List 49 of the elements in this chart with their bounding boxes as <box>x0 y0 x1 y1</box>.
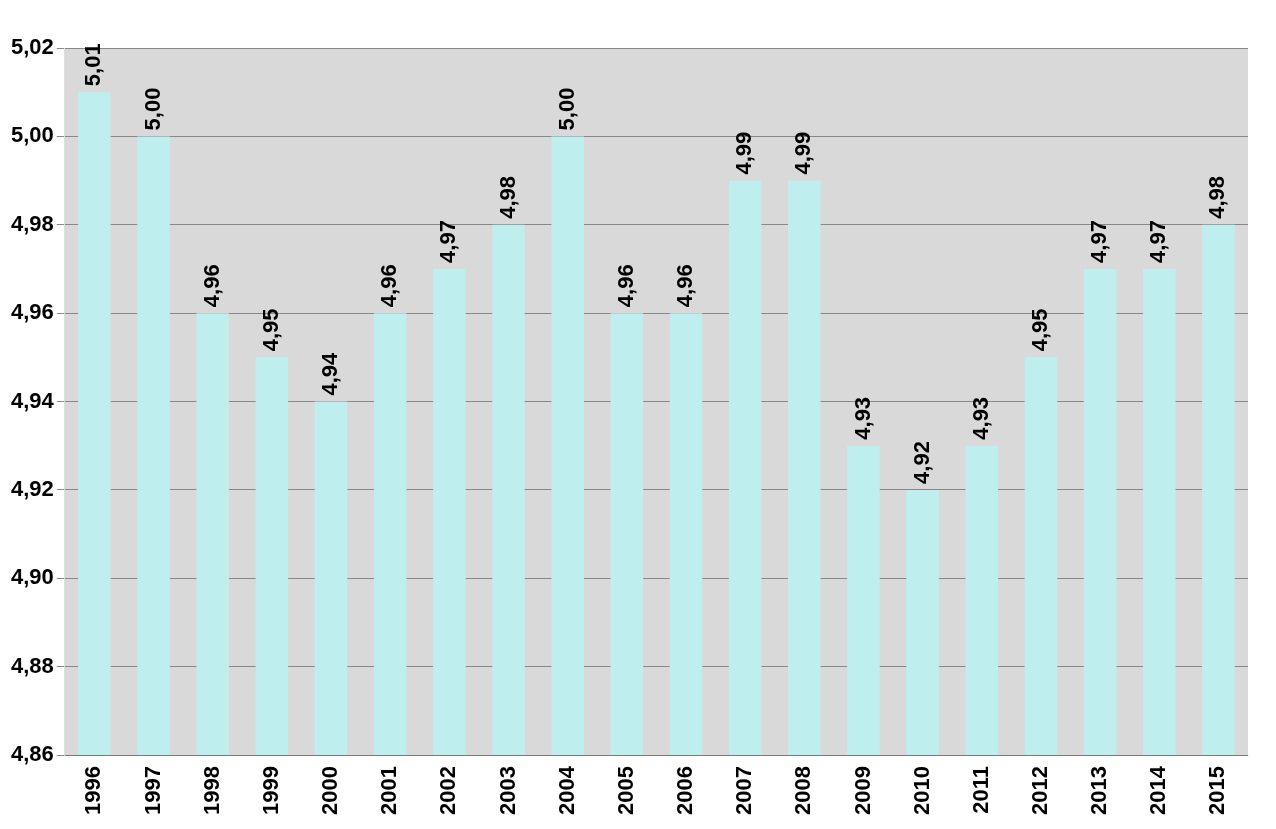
x-tick-label: 2009 <box>849 766 875 816</box>
x-tick-label: 2015 <box>1204 766 1230 816</box>
x-tick-label: 2014 <box>1145 765 1171 816</box>
x-tick-label: 2003 <box>494 766 520 816</box>
data-label: 4,96 <box>376 264 402 308</box>
y-tick-label: 4,90 <box>10 564 54 590</box>
x-tick-label: 2013 <box>1086 766 1112 816</box>
data-label: 4,96 <box>612 264 638 308</box>
y-tick-label: 4,94 <box>10 387 55 413</box>
y-tick-label: 4,86 <box>10 741 54 767</box>
x-tick-label: 2005 <box>612 766 638 816</box>
data-label: 4,97 <box>1145 220 1171 263</box>
y-tick-label: 4,88 <box>10 652 54 678</box>
data-label: 4,92 <box>908 441 934 484</box>
x-tick-label: 2008 <box>790 766 816 816</box>
data-label: 4,97 <box>435 220 461 263</box>
x-tick-label: 1998 <box>198 766 224 816</box>
data-label: 4,93 <box>849 396 875 440</box>
y-tick-label: 5,02 <box>10 34 54 60</box>
data-label: 4,99 <box>731 131 757 175</box>
data-label: 4,96 <box>198 264 224 308</box>
data-label: 4,96 <box>672 264 698 308</box>
x-tick-label: 2010 <box>908 766 934 816</box>
data-label: 4,93 <box>967 396 993 440</box>
x-tick-label: 2011 <box>967 766 993 814</box>
data-label: 4,94 <box>317 351 343 396</box>
data-label: 5,01 <box>80 43 106 87</box>
x-tick-label: 2001 <box>376 766 402 816</box>
x-tick-label: 2002 <box>435 766 461 816</box>
x-tick-label: 2004 <box>553 765 579 816</box>
data-label: 4,99 <box>790 131 816 175</box>
y-tick-label: 4,96 <box>10 299 54 325</box>
data-label: 4,97 <box>1086 220 1112 263</box>
y-tick-label: 5,00 <box>10 122 54 148</box>
x-tick-label: 2000 <box>317 766 343 816</box>
data-label: 5,00 <box>553 87 579 131</box>
y-tick-label: 4,92 <box>10 475 54 501</box>
data-label: 4,95 <box>257 308 283 352</box>
x-tick-label: 2007 <box>731 766 757 816</box>
x-tick-label: 1999 <box>257 766 283 816</box>
x-tick-label: 2006 <box>672 766 698 816</box>
x-tick-label: 1996 <box>80 766 106 816</box>
data-label: 5,00 <box>139 87 165 131</box>
x-tick-label: 1997 <box>139 766 165 816</box>
data-label: 4,98 <box>494 175 520 219</box>
data-label: 4,95 <box>1027 308 1053 352</box>
x-tick-label: 2012 <box>1027 766 1053 816</box>
y-tick-label: 4,98 <box>10 210 54 236</box>
data-label: 4,98 <box>1204 175 1230 219</box>
